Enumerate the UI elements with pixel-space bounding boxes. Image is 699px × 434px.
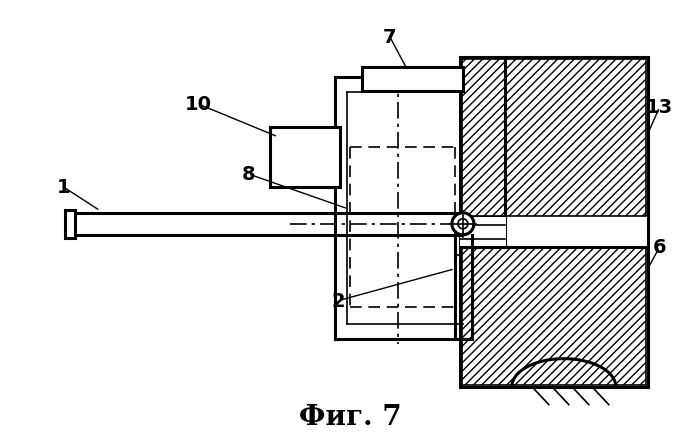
Bar	[460, 217, 506, 247]
Text: 8: 8	[241, 165, 255, 184]
Text: Фиг. 7: Фиг. 7	[298, 403, 401, 430]
Text: 13: 13	[646, 98, 673, 117]
Text: 1: 1	[57, 178, 70, 197]
Bar	[270, 128, 340, 187]
Bar	[362, 68, 463, 92]
Circle shape	[452, 213, 474, 235]
Bar	[65, 210, 75, 238]
Text: 7: 7	[383, 28, 397, 47]
Text: 2: 2	[331, 292, 345, 310]
Polygon shape	[462, 248, 646, 385]
Text: 6: 6	[653, 238, 667, 256]
Bar	[460, 58, 648, 387]
Text: 10: 10	[185, 95, 212, 114]
Polygon shape	[462, 60, 646, 216]
